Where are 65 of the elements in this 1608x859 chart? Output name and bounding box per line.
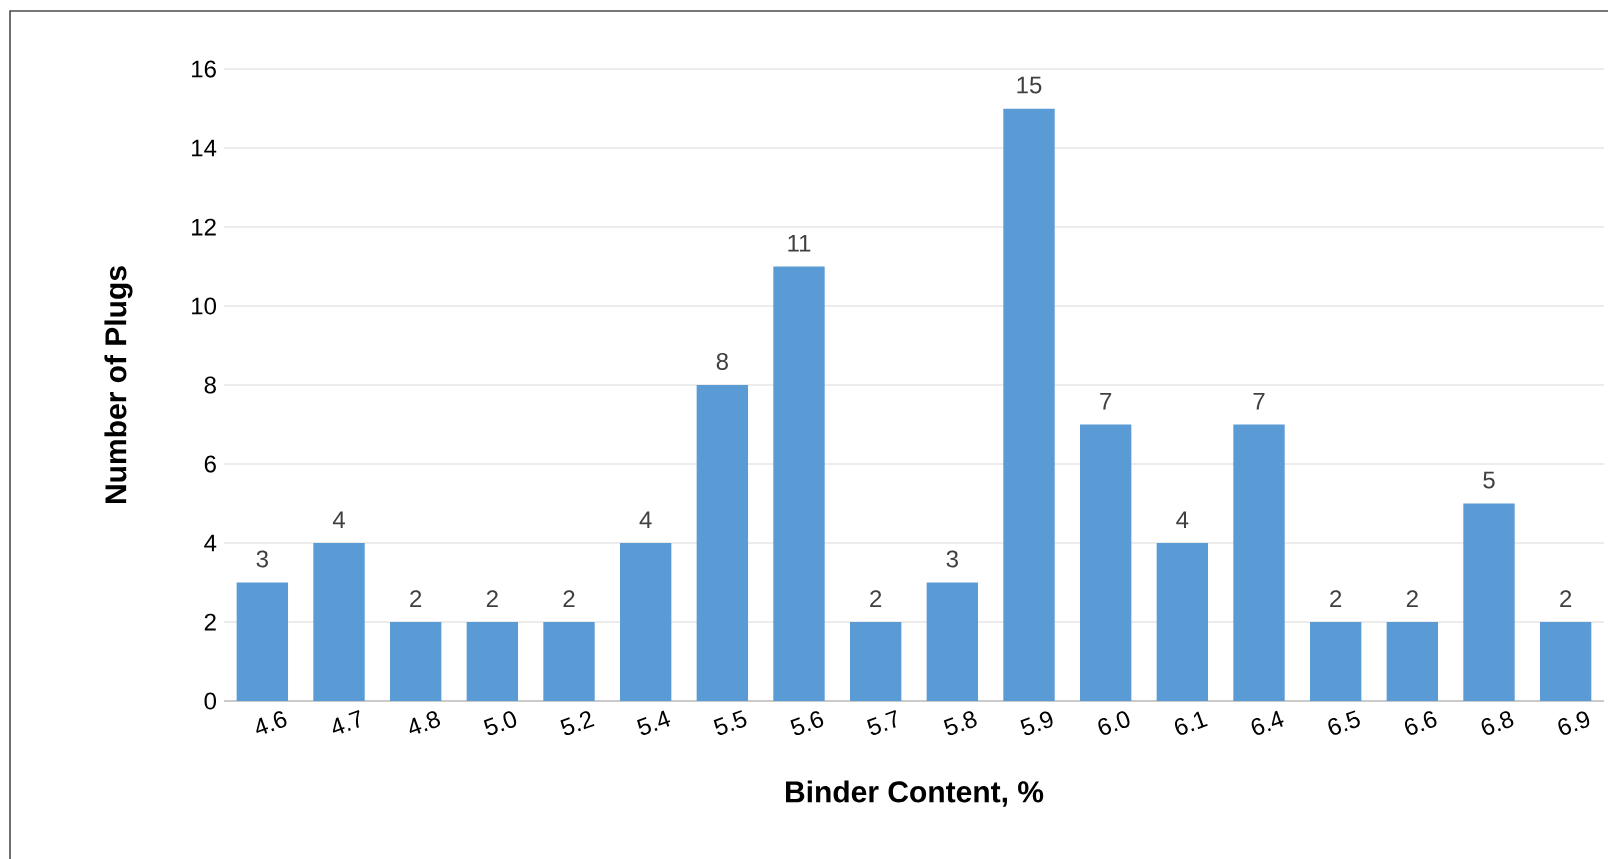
data-label: 4 [332,511,345,528]
data-label: 7 [1100,392,1112,410]
bar [1463,503,1515,701]
bar [1233,424,1285,701]
x-tick-label: 5.2 [560,711,595,736]
data-label: 3 [946,550,958,568]
bar [543,622,595,701]
x-tick-label: 5.9 [1020,711,1053,736]
y-tick-label: 4 [204,534,217,552]
x-tick-label: 5.0 [483,711,517,736]
data-label: 3 [256,550,268,568]
data-label: 2 [486,590,498,607]
bar [1156,543,1209,701]
bar [1003,108,1055,701]
data-label: 2 [563,590,575,607]
x-tick-label: 5.6 [790,711,824,736]
x-tick-label: 5.8 [943,711,977,736]
bar [849,622,902,701]
y-tick-label: 16 [192,60,216,78]
x-tick-label: 6.0 [1098,711,1130,735]
data-label: 2 [1406,590,1418,607]
bar [236,582,289,701]
x-axis-title: Binder Content, % [786,780,1044,807]
x-tick-label: 5.4 [637,710,671,735]
bar [1386,622,1439,701]
data-label: 2 [410,590,422,607]
data-label: 2 [1330,590,1342,607]
x-tick-label: 6.8 [1481,711,1514,735]
data-label: 4 [639,511,652,528]
data-label: 2 [1560,590,1572,607]
x-tick-label: 4.7 [332,709,360,734]
y-tick-label: 6 [204,455,216,473]
data-label: 15 [1017,76,1042,94]
bar [466,622,519,701]
y-tick-label: 0 [204,692,217,710]
bar [926,582,979,701]
y-tick-label: 10 [192,297,217,315]
data-label: 4 [1176,511,1189,528]
x-tick-label: 6.6 [1404,711,1437,735]
y-tick-label: 12 [192,218,216,236]
bar [1309,622,1362,701]
data-label: 8 [716,352,728,370]
x-tick-label: 6.5 [1328,710,1360,735]
bar [773,266,825,701]
y-tick-label: 2 [204,613,216,631]
data-label: 11 [788,234,811,252]
x-tick-label: 6.9 [1558,711,1590,735]
data-label: 7 [1253,392,1265,410]
bar [313,543,365,701]
bar [696,385,749,701]
x-tick-label: 4.6 [256,711,287,734]
data-label: 5 [1483,471,1495,489]
y-tick-label: 8 [204,376,216,394]
y-axis-title: Number of Plugs [104,266,133,503]
y-tick-label: 14 [192,139,217,157]
x-tick-label: 6.4 [1251,710,1284,735]
x-tick-label: 5.7 [867,709,896,735]
bar [1079,424,1132,701]
bar [619,543,672,701]
x-tick-label: 6.1 [1174,711,1208,735]
bar [1539,622,1592,701]
bar [389,622,442,701]
data-label: 2 [870,590,882,607]
x-tick-label: 4.8 [409,711,441,734]
x-tick-label: 5.5 [713,710,747,735]
